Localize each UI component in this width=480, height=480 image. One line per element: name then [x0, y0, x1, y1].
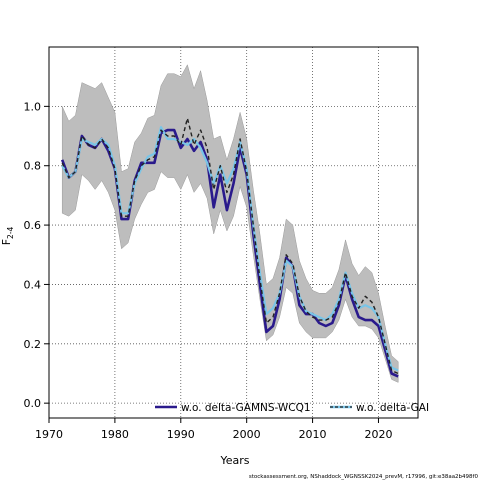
series-layer: [60, 117, 399, 378]
y-tick-label-1: 0.2: [24, 338, 42, 351]
y-tick-label-3: 0.6: [24, 219, 42, 232]
x-axis-title: Years: [219, 454, 249, 467]
x-axis: 1970 1980 1990 2000 2010 2020: [35, 418, 392, 441]
y-tick-label-2: 0.4: [24, 278, 42, 291]
x-tick-label-1990: 1990: [167, 428, 195, 441]
x-tick-label-1970: 1970: [35, 428, 63, 441]
x-tick-label-1980: 1980: [101, 428, 129, 441]
x-tick-label-2010: 2010: [299, 428, 327, 441]
y-axis-title-main: F: [0, 239, 13, 245]
series-line-2: [61, 126, 399, 372]
confidence-band-layer: [61, 64, 399, 383]
y-tick-label-5: 1.0: [24, 100, 42, 113]
y-axis-title: F2-4: [0, 226, 15, 245]
y-tick-label-4: 0.8: [24, 160, 42, 173]
legend-label-1: w.o. delta-GAMNS-WCQ1: [181, 402, 311, 414]
svg-text:F2-4: F2-4: [0, 226, 15, 245]
legend-label-2: w.o. delta-GAI: [356, 402, 429, 414]
plot-frame: [48, 46, 419, 419]
y-axis: 0.0 0.2 0.4 0.6 0.8 1.0: [24, 100, 49, 410]
y-axis-title-sub: 2-4: [6, 226, 15, 238]
series-line-3: [61, 117, 399, 375]
legend: w.o. delta-GAMNS-WCQ1 w.o. delta-GAI: [155, 402, 429, 414]
x-tick-label-2000: 2000: [233, 428, 261, 441]
x-tick-label-2020: 2020: [364, 428, 392, 441]
y-tick-label-0: 0.0: [24, 397, 42, 410]
confidence-band: [61, 64, 399, 383]
footer-note: stockassessment.org, NShaddock_WGNSSK202…: [249, 474, 479, 480]
